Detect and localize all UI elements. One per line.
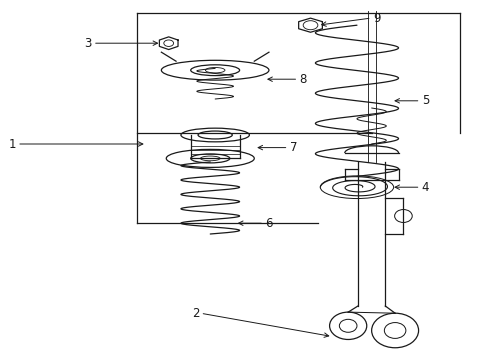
Text: 8: 8 xyxy=(299,73,306,86)
Text: 1: 1 xyxy=(8,138,16,150)
Text: 5: 5 xyxy=(421,94,428,107)
Text: 9: 9 xyxy=(372,12,380,24)
Text: 4: 4 xyxy=(421,181,428,194)
Text: 3: 3 xyxy=(84,37,92,50)
Text: 7: 7 xyxy=(289,141,297,154)
Text: 2: 2 xyxy=(191,307,199,320)
Text: 6: 6 xyxy=(264,217,272,230)
